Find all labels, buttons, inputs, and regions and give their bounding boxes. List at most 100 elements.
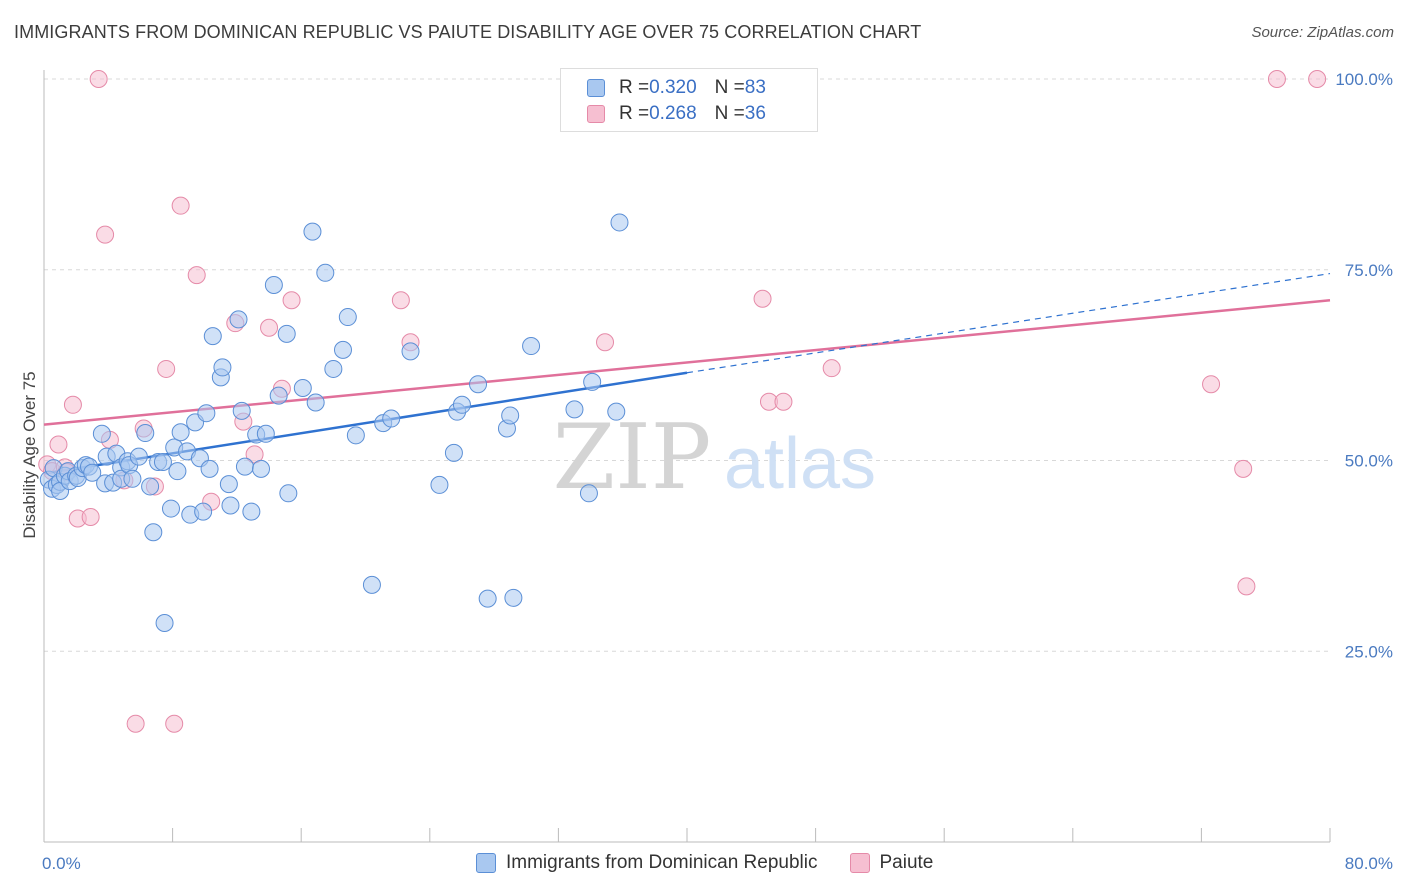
paiute-point <box>157 359 176 378</box>
dominican-point <box>444 443 463 462</box>
paiute-point <box>753 289 772 308</box>
paiute-trend-line <box>43 299 1331 426</box>
paiute-points <box>38 70 1327 733</box>
dominican-point <box>306 393 325 412</box>
dominican-point <box>155 614 174 633</box>
y-tick-label: 25.0% <box>1345 642 1393 661</box>
legend-r-label: R = <box>619 77 650 98</box>
paiute-point <box>187 266 206 285</box>
legend-swatch-pink <box>849 853 870 873</box>
dominican-point <box>83 463 102 482</box>
paiute-point <box>774 392 793 411</box>
dominican-point <box>579 484 598 503</box>
legend-swatch-blue <box>476 853 496 873</box>
dominican-point <box>123 469 142 488</box>
paiute-point <box>260 318 279 337</box>
legend-n-label: N = <box>714 77 745 98</box>
dominican-point <box>171 423 190 442</box>
dominican-point <box>168 462 187 481</box>
dominican-point <box>430 475 449 494</box>
paiute-point <box>1202 375 1221 394</box>
legend-item-paiute: Paiute <box>849 852 934 874</box>
dominican-point <box>277 324 296 343</box>
chart-title: IMMIGRANTS FROM DOMINICAN REPUBLIC VS PA… <box>14 22 922 42</box>
dominican-point <box>346 426 365 445</box>
legend-n-label: N = <box>714 103 745 124</box>
paiute-point <box>822 359 841 378</box>
dominican-point <box>252 459 271 478</box>
paiute-point <box>1234 459 1253 478</box>
y-tick-label: 50.0% <box>1345 452 1393 471</box>
paiute-point <box>126 714 145 733</box>
paiute-point <box>165 714 184 733</box>
dominican-point <box>469 375 488 394</box>
watermark: ZIP atlas <box>553 405 876 510</box>
dominican-point <box>362 575 381 594</box>
dominican-point <box>316 263 335 282</box>
series-legend: Immigrants from Dominican Republic Paiut… <box>476 852 965 874</box>
dominican-point <box>129 447 148 466</box>
dominican-points <box>39 213 629 633</box>
dominican-point <box>264 276 283 295</box>
y-tick-label: 75.0% <box>1345 261 1393 280</box>
dominican-point <box>200 459 219 478</box>
dominican-point <box>232 401 251 420</box>
legend-n-value: 36 <box>744 103 766 124</box>
y-tick-label: 100.0% <box>1335 70 1393 89</box>
dominican-point <box>382 409 401 428</box>
dominican-point <box>504 588 523 607</box>
legend-n-value: 83 <box>744 77 766 98</box>
legend-label-paiute: Paiute <box>879 852 934 873</box>
dominican-point <box>92 424 111 443</box>
dominican-point <box>401 342 420 361</box>
paiute-point <box>49 435 68 454</box>
paiute-point <box>1237 577 1256 596</box>
watermark-zip: ZIP <box>553 405 712 510</box>
legend-label-dominican: Immigrants from Dominican Republic <box>506 852 818 873</box>
x-tick-label-min: 0.0% <box>42 854 81 873</box>
legend-r-label: R = <box>619 103 650 124</box>
dominican-point <box>565 400 584 419</box>
legend-swatch-blue <box>587 79 605 97</box>
dominican-point <box>197 404 216 423</box>
dominican-point <box>333 340 352 359</box>
dominican-point <box>235 457 254 476</box>
dominican-point <box>229 310 248 329</box>
dominican-point <box>213 358 232 377</box>
dominican-point <box>203 327 222 346</box>
dominican-point <box>324 359 343 378</box>
dominican-point <box>452 395 471 414</box>
dominican-point <box>610 213 629 232</box>
dominican-point <box>242 502 261 521</box>
paiute-point <box>89 70 108 88</box>
legend-row-dominican: R = 0.320 N = 83 <box>587 77 766 99</box>
dominican-point <box>583 372 602 391</box>
dominican-trend-extension <box>686 272 1331 374</box>
dominican-point <box>161 499 180 518</box>
dominican-point <box>338 308 357 327</box>
legend-row-paiute: R = 0.268 N = 36 <box>587 103 766 125</box>
dominican-point <box>522 337 541 356</box>
dominican-point <box>153 453 172 472</box>
tick-labels: 25.0% 50.0% 75.0% 100.0% 0.0% 80.0% <box>42 70 1393 873</box>
dominican-point <box>219 475 238 494</box>
legend-swatch-pink <box>587 105 605 123</box>
paiute-point <box>1308 70 1327 88</box>
dominican-point <box>303 222 322 241</box>
dominican-point <box>141 477 160 496</box>
gridlines <box>44 78 1330 652</box>
dominican-point <box>501 406 520 425</box>
legend-item-dominican: Immigrants from Dominican Republic <box>476 852 818 874</box>
paiute-point <box>171 196 190 215</box>
dominican-point <box>144 523 163 542</box>
paiute-point <box>96 225 115 244</box>
dominican-point <box>256 424 275 443</box>
legend-r-value: 0.268 <box>649 103 697 124</box>
dominican-point <box>607 402 626 421</box>
dominican-point <box>221 496 240 515</box>
paiute-point <box>63 395 82 414</box>
paiute-point <box>282 291 301 310</box>
dominican-point <box>279 484 298 503</box>
paiute-point <box>596 333 615 352</box>
